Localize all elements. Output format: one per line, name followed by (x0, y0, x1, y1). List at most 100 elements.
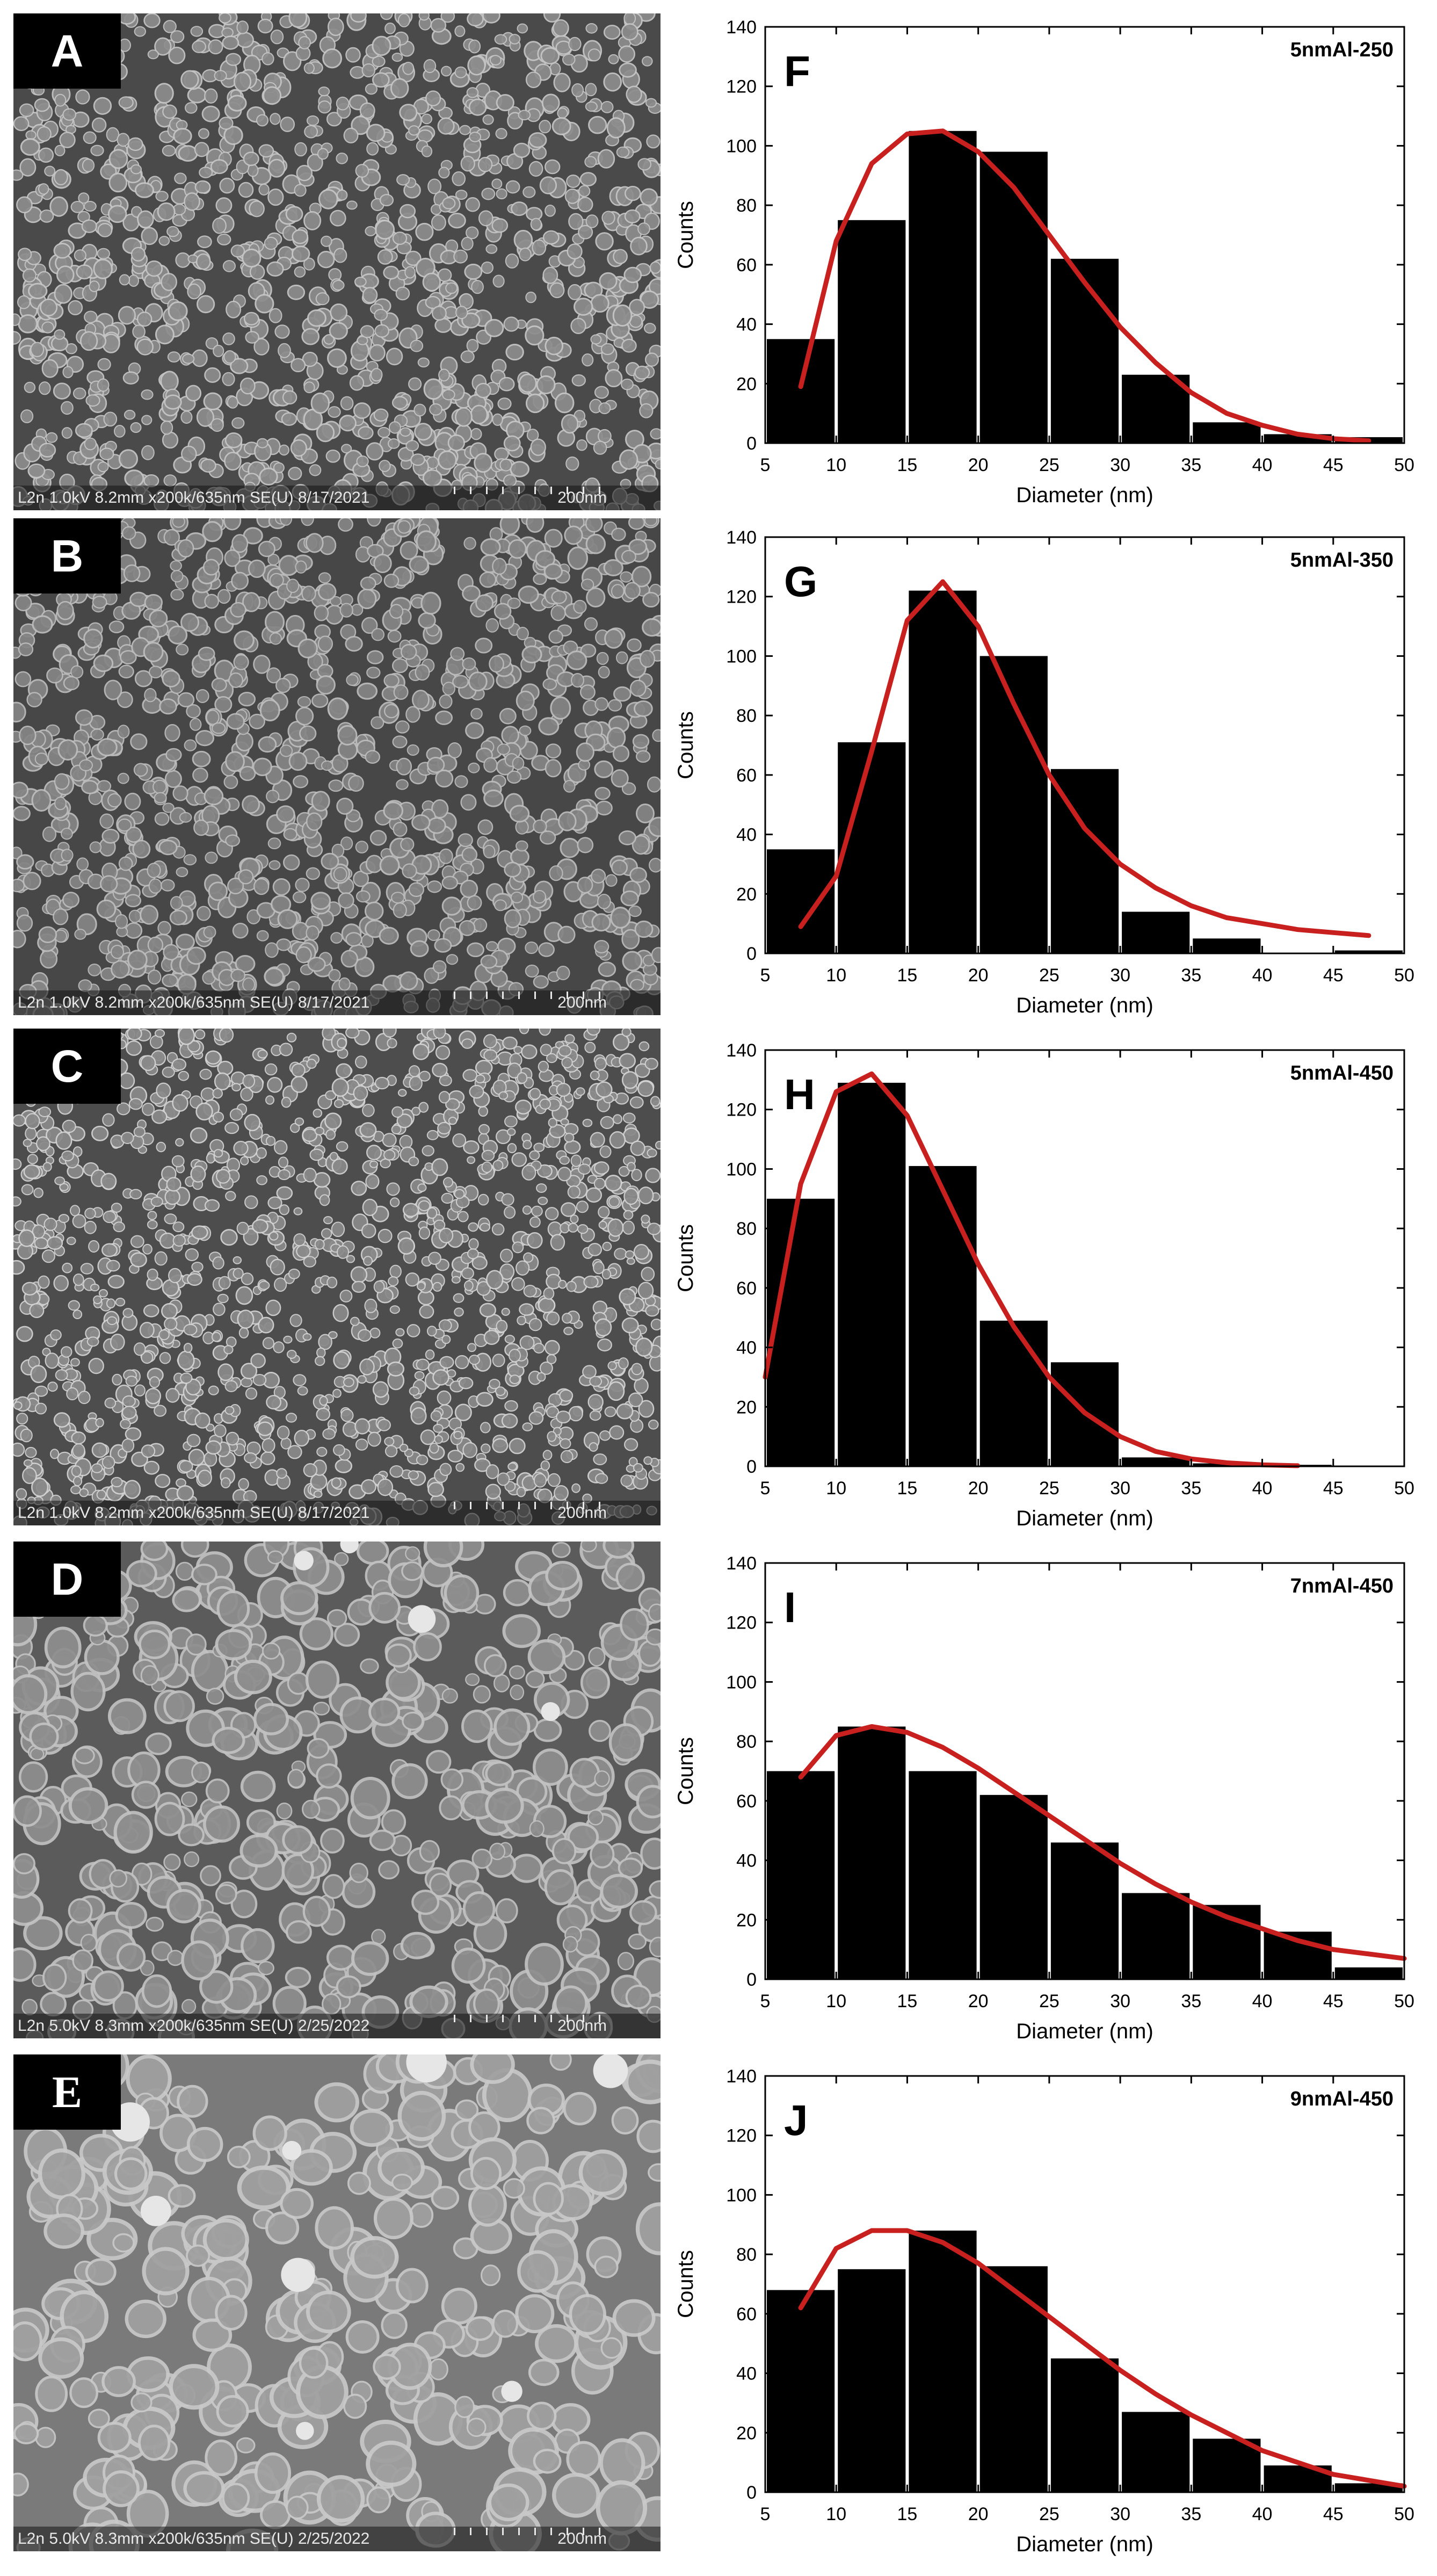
sem-info-text: L2n 5.0kV 8.3mm x200k/635nm SE(U) 2/25/2… (18, 2530, 370, 2548)
nanoparticle (510, 892, 524, 903)
nanoparticle (505, 344, 524, 361)
nanoparticle (411, 814, 431, 831)
nanoparticle (124, 1480, 141, 1499)
nanoparticle (253, 338, 270, 356)
histogram-bar (979, 151, 1048, 443)
nanoparticle (264, 1063, 278, 1076)
y-tick-label: 0 (746, 433, 757, 454)
nanoparticle (473, 918, 488, 932)
nanoparticle (594, 1057, 607, 1070)
nanoparticle (294, 1117, 304, 1126)
nanoparticle (224, 1121, 240, 1134)
nanoparticle (179, 812, 192, 823)
nanoparticle (349, 375, 365, 391)
nanoparticle (596, 2480, 648, 2536)
nanoparticle (38, 2148, 85, 2199)
nanoparticle (27, 1154, 38, 1164)
nanoparticle (265, 942, 279, 958)
nanoparticle (39, 209, 54, 223)
nanoparticle (126, 1040, 142, 1056)
nanoparticle (431, 2186, 460, 2210)
nanoparticle (286, 2495, 309, 2520)
nanoparticle (548, 1118, 557, 1128)
nanoparticle (418, 13, 430, 21)
nanoparticle (75, 89, 90, 105)
sem-image-d: D L2n 5.0kV 8.3mm x200k/635nm SE(U) 2/25… (13, 1542, 661, 2038)
nanoparticle (539, 1029, 551, 1036)
panel-label-d: D (13, 1542, 121, 1617)
nanoparticle (507, 1143, 517, 1154)
nanoparticle (110, 945, 125, 959)
nanoparticle (355, 890, 371, 903)
nanoparticle (166, 1888, 201, 1923)
nanoparticle (363, 1256, 373, 1266)
nanoparticle (645, 1628, 661, 1646)
nanoparticle (481, 1443, 491, 1454)
nanoparticle (111, 1477, 123, 1488)
nanoparticle (291, 1063, 306, 1077)
nanoparticle (528, 1318, 542, 1332)
nanoparticle (306, 1059, 317, 1069)
nanoparticle (469, 1084, 484, 1099)
x-tick-label: 25 (1039, 965, 1059, 986)
nanoparticle (377, 249, 393, 265)
nanoparticle (545, 743, 561, 759)
nanoparticle (307, 957, 326, 972)
nanoparticle (637, 1080, 655, 1097)
nanoparticle (83, 1614, 108, 1637)
nanoparticle (200, 458, 216, 473)
nanoparticle (580, 1666, 611, 1699)
nanoparticle (306, 115, 320, 126)
nanoparticle (525, 71, 542, 89)
nanoparticle (371, 716, 384, 729)
nanoparticle (118, 856, 133, 871)
nanoparticle (242, 592, 260, 612)
nanoparticle (515, 1260, 530, 1276)
nanoparticle (644, 323, 656, 334)
nanoparticle (589, 1442, 598, 1452)
nanoparticle (491, 178, 503, 190)
nanoparticle (53, 908, 69, 925)
nanoparticle (558, 1279, 567, 1289)
nanoparticle (586, 1029, 601, 1036)
x-tick-label: 40 (1252, 455, 1273, 475)
nanoparticle (314, 1126, 325, 1135)
nanoparticle (184, 1851, 200, 1868)
nanoparticle (481, 187, 496, 200)
plot-frame (764, 26, 1405, 444)
nanoparticle (97, 223, 113, 237)
nanoparticle (238, 869, 254, 885)
nanoparticle (103, 2470, 140, 2507)
nanoparticle (303, 381, 315, 394)
scale-bar-label: 200nm (557, 2530, 607, 2548)
nanoparticle (485, 941, 498, 952)
nanoparticle (20, 138, 40, 156)
nanoparticle (296, 165, 313, 182)
nanoparticle (231, 534, 249, 553)
nanoparticle (245, 331, 259, 344)
x-tick-label: 10 (826, 455, 846, 475)
nanoparticle (438, 1227, 454, 1243)
nanoparticle (301, 1799, 321, 1819)
nanoparticle (192, 768, 208, 783)
nanoparticle (74, 929, 86, 940)
nanoparticle (158, 236, 170, 246)
nanoparticle (287, 284, 306, 300)
nanoparticle (277, 1426, 290, 1440)
nanoparticle (211, 722, 226, 734)
nanoparticle (649, 261, 661, 274)
x-tick-label: 15 (897, 455, 918, 475)
nanoparticle (554, 392, 575, 414)
nanoparticle (647, 776, 661, 793)
nanoparticle (455, 1355, 469, 1370)
nanoparticle (418, 1226, 431, 1240)
nanoparticle (122, 1308, 134, 1318)
nanoparticle (256, 930, 269, 942)
nanoparticle (118, 96, 134, 109)
nanoparticle (374, 324, 390, 338)
nanoparticle (584, 156, 597, 168)
nanoparticle (287, 1769, 305, 1788)
nanoparticle (439, 848, 453, 864)
nanoparticle (480, 2264, 501, 2286)
nanoparticle (125, 1427, 142, 1441)
